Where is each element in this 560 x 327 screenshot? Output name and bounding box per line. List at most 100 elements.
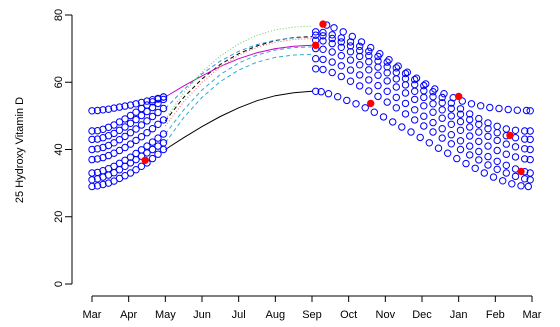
data-point xyxy=(374,57,382,65)
data-point xyxy=(502,125,510,133)
data-point xyxy=(480,169,488,177)
data-point xyxy=(431,85,439,93)
data-point xyxy=(411,106,419,114)
data-point xyxy=(365,76,373,84)
data-point xyxy=(374,92,382,101)
data-point xyxy=(493,122,501,131)
data-point xyxy=(484,152,492,161)
data-point xyxy=(493,129,501,137)
data-point xyxy=(312,55,320,63)
data-point xyxy=(447,120,455,129)
data-point xyxy=(429,93,437,101)
data-point xyxy=(137,111,146,120)
data-point xyxy=(159,139,168,147)
data-point xyxy=(346,48,355,56)
data-point xyxy=(392,93,400,102)
data-point xyxy=(411,87,419,96)
data-point xyxy=(356,46,364,55)
data-point xyxy=(132,125,140,133)
data-point xyxy=(383,98,391,106)
data-point xyxy=(475,137,483,146)
data-point xyxy=(324,90,333,98)
y-tick-label: 80 xyxy=(53,9,65,21)
data-point xyxy=(126,101,135,109)
highlight-point xyxy=(312,41,320,49)
data-point xyxy=(438,93,446,102)
curve-dashed-dashed-black xyxy=(164,36,313,122)
data-point xyxy=(88,127,96,135)
data-point xyxy=(484,142,492,150)
data-point xyxy=(438,99,446,107)
y-tick-label: 0 xyxy=(53,281,65,287)
data-point xyxy=(394,62,402,70)
data-point xyxy=(348,32,356,41)
data-point xyxy=(115,159,124,168)
data-point xyxy=(475,156,483,164)
data-point xyxy=(115,126,124,135)
data-point xyxy=(365,66,373,74)
data-point xyxy=(93,135,102,143)
data-point xyxy=(317,88,325,96)
data-point xyxy=(522,106,531,115)
data-point xyxy=(392,83,400,91)
data-point xyxy=(411,116,419,124)
data-point xyxy=(346,38,355,46)
data-point xyxy=(511,143,520,151)
data-point xyxy=(337,62,345,70)
data-point xyxy=(132,100,140,108)
curve-dashed-cyan-dashed xyxy=(164,46,313,135)
data-point xyxy=(356,52,364,61)
x-axis: Mar Apr May Jun Jul Aug Sep Oct Nov Dec Jan Feb Mar xyxy=(83,295,542,321)
data-point xyxy=(346,56,355,64)
data-point xyxy=(456,117,465,126)
data-point xyxy=(379,113,388,121)
data-point xyxy=(383,87,391,96)
data-point xyxy=(132,108,140,116)
data-point xyxy=(361,104,369,112)
data-point xyxy=(88,135,96,144)
data-point xyxy=(346,42,355,50)
data-point xyxy=(504,105,512,114)
data-point xyxy=(365,87,373,95)
data-point xyxy=(343,96,351,105)
data-point xyxy=(132,149,140,158)
data-point xyxy=(121,102,129,110)
curve-solid-magenta xyxy=(165,44,313,98)
x-tick-label: Dec xyxy=(412,309,432,321)
data-point xyxy=(143,97,151,105)
x-tick-label: Mar xyxy=(83,309,102,321)
data-point xyxy=(493,165,501,174)
data-point xyxy=(137,133,146,141)
data-point xyxy=(93,155,102,163)
data-point xyxy=(420,87,428,95)
highlight-point xyxy=(367,99,375,108)
data-point xyxy=(110,104,118,112)
x-tick-label: Nov xyxy=(376,309,396,321)
data-point xyxy=(477,102,485,110)
data-point xyxy=(132,166,140,174)
data-point xyxy=(148,96,157,104)
data-point xyxy=(521,135,529,143)
x-tick-label: Apr xyxy=(120,309,137,321)
data-point xyxy=(420,93,428,102)
data-point xyxy=(447,112,455,120)
data-point xyxy=(502,169,510,177)
data-point xyxy=(513,106,521,114)
y-tick-label: 20 xyxy=(53,211,65,223)
data-point xyxy=(356,42,364,50)
data-point xyxy=(365,52,373,60)
data-point xyxy=(126,129,135,137)
data-point xyxy=(154,94,162,103)
data-point xyxy=(356,61,364,69)
data-point xyxy=(486,103,494,112)
data-point xyxy=(466,110,474,118)
data-point xyxy=(110,121,118,129)
data-point xyxy=(148,138,157,146)
data-point xyxy=(319,32,327,40)
data-point xyxy=(420,102,428,110)
data-point xyxy=(456,137,465,145)
data-point xyxy=(312,87,320,96)
data-point xyxy=(126,153,135,161)
data-point xyxy=(319,45,327,53)
data-point xyxy=(456,145,465,154)
